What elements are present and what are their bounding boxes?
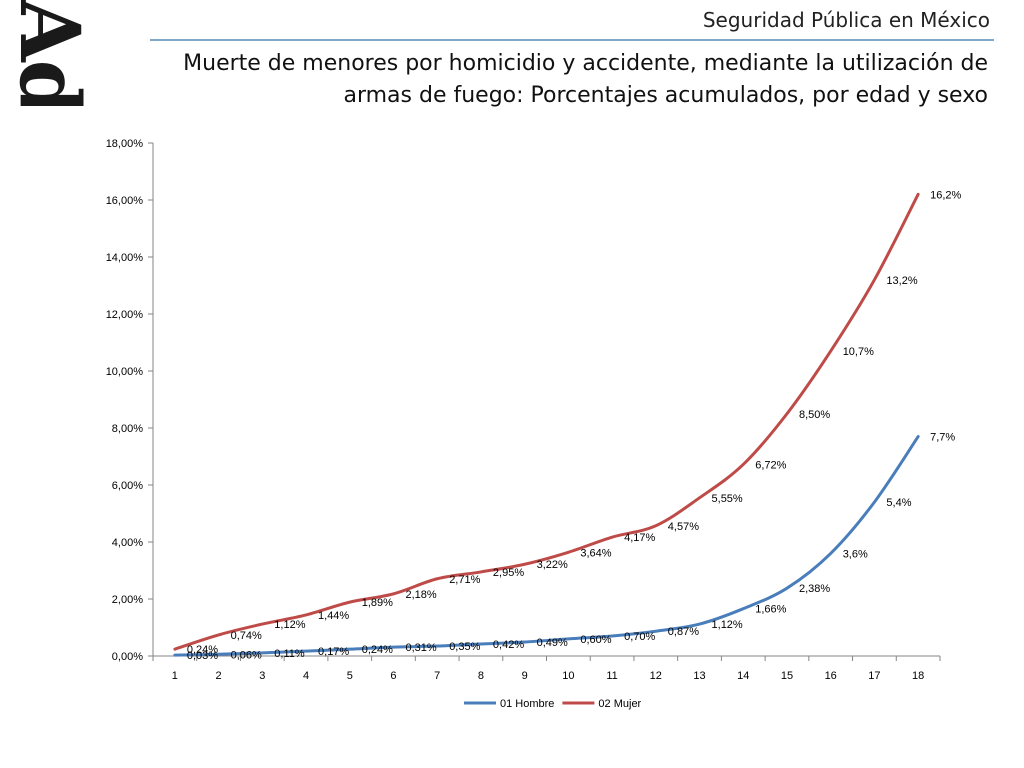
data-label: 5,4% [886,497,911,509]
series-line [173,192,920,651]
data-label: 6,72% [755,459,786,471]
page-title: Muerte de menores por homicidio y accide… [183,51,988,108]
x-tick-label: 11 [606,670,617,682]
data-label: 16,2% [930,189,961,201]
x-tick-label: 7 [434,670,440,682]
data-label: 0,42% [493,639,524,651]
x-tick-label: 1 [172,670,178,682]
data-label: 0,49% [537,637,568,649]
x-tick-label: 2 [216,670,222,682]
data-label: 0,31% [405,642,436,654]
data-label: 4,17% [624,532,655,544]
series-line [173,435,920,657]
legend-label: 02 Mujer [598,698,641,710]
data-label: 10,7% [843,346,874,358]
data-label: 3,64% [580,547,611,559]
y-tick-label: 4,00% [112,537,143,549]
y-tick-label: 18,00% [106,138,144,150]
legend-label: 01 Hombre [500,698,554,710]
data-label: 0,60% [580,634,611,646]
data-label: 4,57% [668,521,699,533]
y-tick-label: 10,00% [106,366,144,378]
data-label: 1,44% [318,610,349,622]
y-tick-label: 2,00% [112,594,143,606]
data-label: 0,24% [187,644,218,656]
data-label: 8,50% [799,409,830,421]
x-tick-label: 5 [347,670,353,682]
section-title: Seguridad Pública en México [702,8,990,32]
y-tick-label: 0,00% [112,651,143,663]
x-tick-label: 13 [693,670,705,682]
data-label: 13,2% [886,275,917,287]
data-label: 2,38% [799,583,830,595]
data-label: 0,03% [187,650,218,662]
y-tick-label: 14,00% [106,252,144,264]
header-divider [150,39,994,41]
data-label: 2,95% [493,567,524,579]
data-label: 0,74% [231,630,262,642]
y-tick-label: 6,00% [112,480,143,492]
x-tick-label: 16 [825,670,837,682]
x-tick-label: 4 [303,670,309,682]
data-label: 0,35% [449,641,480,653]
data-label: 3,22% [537,559,568,571]
data-label: 3,6% [843,548,868,560]
data-label: 0,11% [274,648,305,660]
data-label: 1,66% [755,604,786,616]
data-label: 2,18% [405,589,436,601]
data-label: 0,87% [668,626,699,638]
y-tick-label: 12,00% [106,309,144,321]
x-tick-label: 8 [478,670,484,682]
x-tick-label: 15 [781,670,793,682]
y-tick-label: 8,00% [112,423,143,435]
data-label: 2,71% [449,574,480,586]
data-label: 0,70% [624,631,655,643]
data-label: 5,55% [712,493,743,505]
x-tick-label: 14 [737,670,749,682]
data-label: 0,24% [362,644,393,656]
x-tick-label: 9 [522,670,528,682]
x-tick-label: 12 [650,670,662,682]
data-label: 1,89% [362,597,393,609]
x-tick-label: 6 [390,670,396,682]
x-tick-label: 10 [562,670,574,682]
data-label: 0,17% [318,646,349,658]
x-tick-label: 3 [259,670,265,682]
data-label: 7,7% [930,432,955,444]
data-label: 0,06% [231,649,262,661]
y-tick-label: 16,00% [106,195,144,207]
data-label: 1,12% [274,619,305,631]
data-label: 1,12% [712,619,743,631]
x-tick-label: 18 [912,670,924,682]
x-tick-label: 17 [868,670,880,682]
